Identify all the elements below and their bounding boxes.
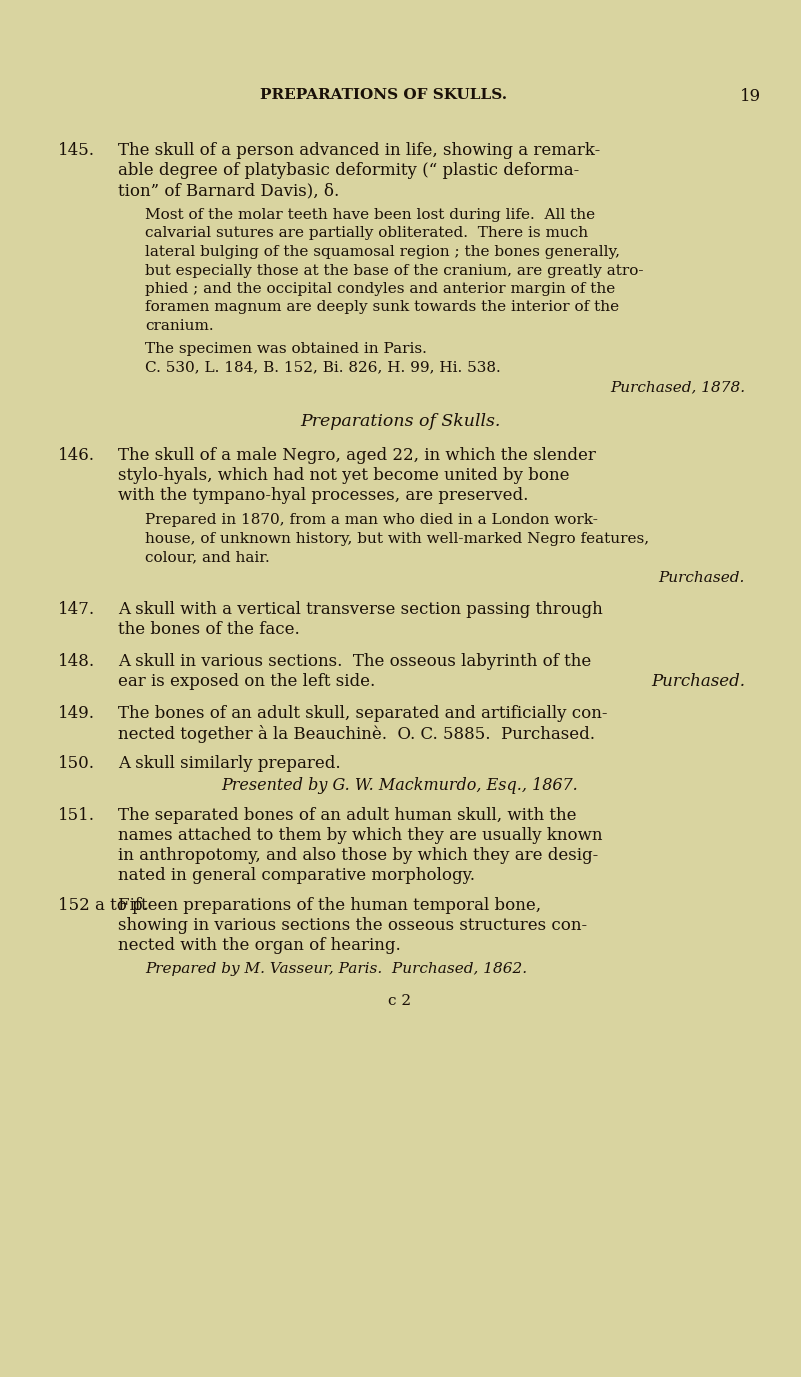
Text: Purchased.: Purchased. [658,570,745,584]
Text: 151.: 151. [58,807,95,825]
Text: The skull of a person advanced in life, showing a remark-: The skull of a person advanced in life, … [118,142,600,158]
Text: Preparations of Skulls.: Preparations of Skulls. [300,413,500,430]
Text: Fifteen preparations of the human temporal bone,: Fifteen preparations of the human tempor… [118,898,541,914]
Text: lateral bulging of the squamosal region ; the bones generally,: lateral bulging of the squamosal region … [145,245,620,259]
Text: Prepared by M. Vasseur, Paris.  Purchased, 1862.: Prepared by M. Vasseur, Paris. Purchased… [145,961,527,975]
Text: A skull similarly prepared.: A skull similarly prepared. [118,755,340,772]
Text: Purchased, 1878.: Purchased, 1878. [610,380,745,394]
Text: the bones of the face.: the bones of the face. [118,621,300,638]
Text: nected with the organ of hearing.: nected with the organ of hearing. [118,938,400,954]
Text: ear is exposed on the left side.: ear is exposed on the left side. [118,673,375,690]
Text: A skull in various sections.  The osseous labyrinth of the: A skull in various sections. The osseous… [118,653,591,671]
Text: The bones of an adult skull, separated and artificially con-: The bones of an adult skull, separated a… [118,705,607,722]
Text: The specimen was obtained in Paris.: The specimen was obtained in Paris. [145,341,427,355]
Text: foramen magnum are deeply sunk towards the interior of the: foramen magnum are deeply sunk towards t… [145,300,619,314]
Text: cranium.: cranium. [145,319,214,333]
Text: Prepared in 1870, from a man who died in a London work-: Prepared in 1870, from a man who died in… [145,514,598,527]
Text: phied ; and the occipital condyles and anterior margin of the: phied ; and the occipital condyles and a… [145,282,615,296]
Text: in anthropotomy, and also those by which they are desig-: in anthropotomy, and also those by which… [118,847,598,865]
Text: calvarial sutures are partially obliterated.  There is much: calvarial sutures are partially oblitera… [145,226,588,241]
Text: 147.: 147. [58,600,95,618]
Text: stylo-hyals, which had not yet become united by bone: stylo-hyals, which had not yet become un… [118,467,570,483]
Text: 152 a to p.: 152 a to p. [58,898,148,914]
Text: c 2: c 2 [388,994,412,1008]
Text: with the tympano-hyal processes, are preserved.: with the tympano-hyal processes, are pre… [118,487,529,504]
Text: 146.: 146. [58,448,95,464]
Text: nected together à la Beauchinè.  O. C. 5885.  Purchased.: nected together à la Beauchinè. O. C. 58… [118,726,595,744]
Text: 149.: 149. [58,705,95,722]
Text: house, of unknown history, but with well-marked Negro features,: house, of unknown history, but with well… [145,532,649,545]
Text: 19: 19 [740,88,761,105]
Text: Purchased.: Purchased. [651,673,745,690]
Text: names attached to them by which they are usually known: names attached to them by which they are… [118,828,602,844]
Text: showing in various sections the osseous structures con-: showing in various sections the osseous … [118,917,587,935]
Text: 148.: 148. [58,653,95,671]
Text: A skull with a vertical transverse section passing through: A skull with a vertical transverse secti… [118,600,602,618]
Text: The separated bones of an adult human skull, with the: The separated bones of an adult human sk… [118,807,577,825]
Text: C. 530, L. 184, B. 152, Bi. 826, H. 99, Hi. 538.: C. 530, L. 184, B. 152, Bi. 826, H. 99, … [145,359,501,375]
Text: Presented by G. W. Mackmurdo, Esq., 1867.: Presented by G. W. Mackmurdo, Esq., 1867… [222,777,578,795]
Text: 150.: 150. [58,755,95,772]
Text: colour, and hair.: colour, and hair. [145,549,270,565]
Text: 145.: 145. [58,142,95,158]
Text: able degree of platybasic deformity (“ plastic deforma-: able degree of platybasic deformity (“ p… [118,162,579,179]
Text: nated in general comparative morphology.: nated in general comparative morphology. [118,868,475,884]
Text: tion” of Barnard Davis), δ.: tion” of Barnard Davis), δ. [118,182,340,200]
Text: but especially those at the base of the cranium, are greatly atro-: but especially those at the base of the … [145,263,643,278]
Text: Most of the molar teeth have been lost during life.  All the: Most of the molar teeth have been lost d… [145,208,595,222]
Text: PREPARATIONS OF SKULLS.: PREPARATIONS OF SKULLS. [260,88,507,102]
Text: The skull of a male Negro, aged 22, in which the slender: The skull of a male Negro, aged 22, in w… [118,448,596,464]
